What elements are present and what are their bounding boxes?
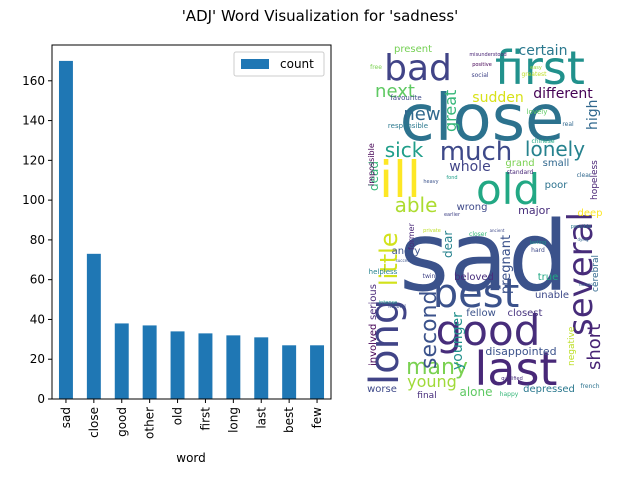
bar-best: [282, 345, 297, 399]
figure-title: 'ADJ' Word Visualization for 'sadness': [181, 7, 459, 25]
y-tick-label: 40: [30, 312, 45, 326]
legend-box: [233, 51, 325, 77]
x-tick-label: other: [143, 407, 157, 439]
x-tick-label: last: [254, 407, 268, 429]
bar-last: [254, 337, 269, 399]
x-tick-label: few: [310, 407, 324, 429]
bars-layer: [58, 60, 325, 400]
y-tick-label: 160: [22, 74, 45, 88]
bar-old: [170, 331, 185, 399]
bar-close: [86, 253, 101, 399]
legend-swatch: [241, 59, 269, 69]
y-tick-label: 20: [30, 352, 45, 366]
plot-frame: [51, 44, 332, 400]
bar-long: [226, 335, 241, 399]
bar-sad: [58, 60, 73, 400]
y-axis: 0 20 40 60 80 100 120 140 160: [22, 74, 52, 406]
y-tick-label: 80: [30, 233, 45, 247]
x-tick-label: sad: [59, 407, 73, 428]
x-tick-label: first: [198, 407, 212, 431]
x-axis-label: word: [176, 451, 206, 465]
x-axis: sad close good other old first long last best few: [59, 399, 324, 439]
x-tick-label: close: [87, 407, 101, 438]
bar-first: [198, 333, 213, 399]
y-tick-label: 60: [30, 273, 45, 287]
bar-few: [310, 345, 325, 399]
legend-label: count: [280, 57, 314, 71]
y-tick-label: 0: [37, 392, 45, 406]
x-tick-label: good: [115, 407, 129, 437]
y-tick-label: 120: [22, 153, 45, 167]
legend: count: [233, 51, 325, 77]
x-tick-label: best: [282, 407, 296, 433]
y-tick-label: 140: [22, 114, 45, 128]
x-tick-label: long: [226, 407, 240, 433]
bar-good: [114, 323, 129, 399]
y-tick-label: 100: [22, 193, 45, 207]
bar-other: [142, 325, 157, 399]
x-tick-label: old: [171, 407, 185, 425]
